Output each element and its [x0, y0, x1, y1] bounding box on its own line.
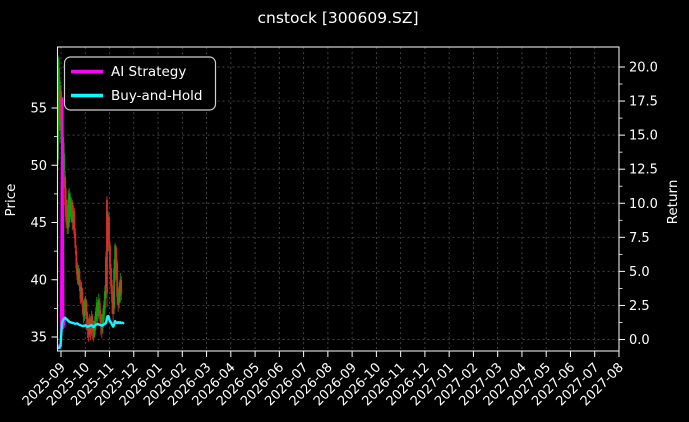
candle-body-down — [64, 176, 67, 206]
candle-body-down — [112, 296, 114, 315]
left-axis-label: Price — [3, 184, 19, 217]
grid-lines — [57, 47, 620, 351]
series-line-buy-and-hold — [56, 314, 125, 350]
candle-body-up — [67, 199, 70, 229]
legend: AI Strategy Buy-and-Hold — [63, 56, 217, 111]
candle-body-down — [108, 216, 110, 246]
legend-label-buy-and-hold: Buy-and-Hold — [111, 88, 202, 104]
candle-body-down — [78, 270, 81, 286]
candle-body-up — [63, 153, 66, 171]
candle-body-up — [90, 316, 93, 332]
candle-body-down — [76, 268, 79, 280]
candle-body-up — [68, 193, 71, 223]
left-axis-tick-label: 50 — [30, 159, 47, 174]
candle-body-down — [81, 291, 84, 308]
right-axis-tick-label: 2.5 — [629, 299, 650, 314]
candle-body-down — [73, 211, 76, 234]
candle-body-down — [60, 90, 62, 120]
right-axis-tick-label: 12.5 — [629, 163, 658, 178]
candle-body-down — [92, 325, 95, 337]
right-axis-label: Return — [665, 180, 681, 225]
right-axis-tick-label: 20.0 — [629, 61, 658, 76]
candle-body-up — [114, 245, 117, 275]
left-axis-tick-label: 40 — [30, 273, 47, 288]
right-axis-tick-label: 7.5 — [629, 231, 650, 246]
candle-body-down — [74, 233, 77, 248]
candle-body-down — [98, 302, 101, 316]
candle-body-down — [89, 320, 92, 334]
candle-body-down — [111, 285, 113, 303]
candle-body-down — [75, 251, 78, 269]
candle-body-up — [69, 197, 72, 212]
candle-body-up — [84, 300, 87, 312]
candle-body-down — [120, 279, 123, 294]
candle-body-down — [86, 316, 89, 331]
candle-body-down — [99, 314, 102, 327]
axes-ticks: 35 40 45 50 55 0.0 2.5 5.0 7.5 10.0 12.5 15.0 17.5 20… — [20, 61, 658, 410]
candle-body-up — [72, 211, 75, 223]
candle-body-down — [115, 247, 118, 275]
candle-body-down — [110, 268, 112, 287]
candle-body-up — [80, 286, 83, 297]
left-axis-tick-label: 45 — [30, 216, 47, 231]
right-axis-tick-label: 10.0 — [629, 197, 658, 212]
candle-body-up — [58, 67, 60, 108]
candle-body-up — [70, 201, 73, 217]
right-axis-tick-label: 0.0 — [629, 333, 650, 348]
right-axis-tick-label: 17.5 — [629, 95, 658, 110]
candle-body-up — [93, 320, 96, 335]
candle-body-up — [107, 216, 109, 246]
left-axis-tick-label: 35 — [30, 331, 47, 346]
line-series — [56, 97, 125, 350]
plot-border — [56, 46, 620, 352]
candle-body-up — [97, 300, 100, 315]
candle-body-down — [87, 325, 90, 335]
candle-body-down — [85, 302, 88, 319]
candle-body-up — [119, 279, 122, 296]
chart-title: cnstock [300609.SZ] — [257, 9, 418, 27]
candle-body-down — [117, 291, 120, 305]
candle-body-down — [106, 199, 108, 294]
candle-body-up — [113, 268, 115, 309]
candle-body-down — [65, 199, 68, 223]
candle-body-up — [103, 304, 105, 320]
candle-body-down — [66, 211, 69, 225]
candle-body-up — [94, 311, 97, 326]
left-axis-tick-label: 55 — [30, 102, 47, 117]
candle-body-up — [101, 314, 104, 328]
candle-body-down — [71, 201, 74, 223]
candle-body-down — [82, 304, 85, 317]
candle-body-up — [118, 288, 121, 303]
candle-body-up — [77, 268, 80, 280]
candle-body-down — [79, 285, 82, 300]
right-axis-tick-label: 5.0 — [629, 265, 650, 280]
legend-label-ai-strategy: AI Strategy — [111, 64, 186, 80]
candle-body-up — [104, 291, 106, 309]
candle-body-up — [105, 256, 107, 292]
candle-body-up — [59, 90, 61, 131]
candle-body-down — [109, 245, 111, 269]
candle-body-up — [83, 302, 86, 317]
candle-body-up — [95, 302, 98, 317]
right-axis-tick-label: 15.0 — [629, 129, 658, 144]
candle-body-down — [116, 262, 119, 297]
candle-body-down — [96, 302, 99, 317]
